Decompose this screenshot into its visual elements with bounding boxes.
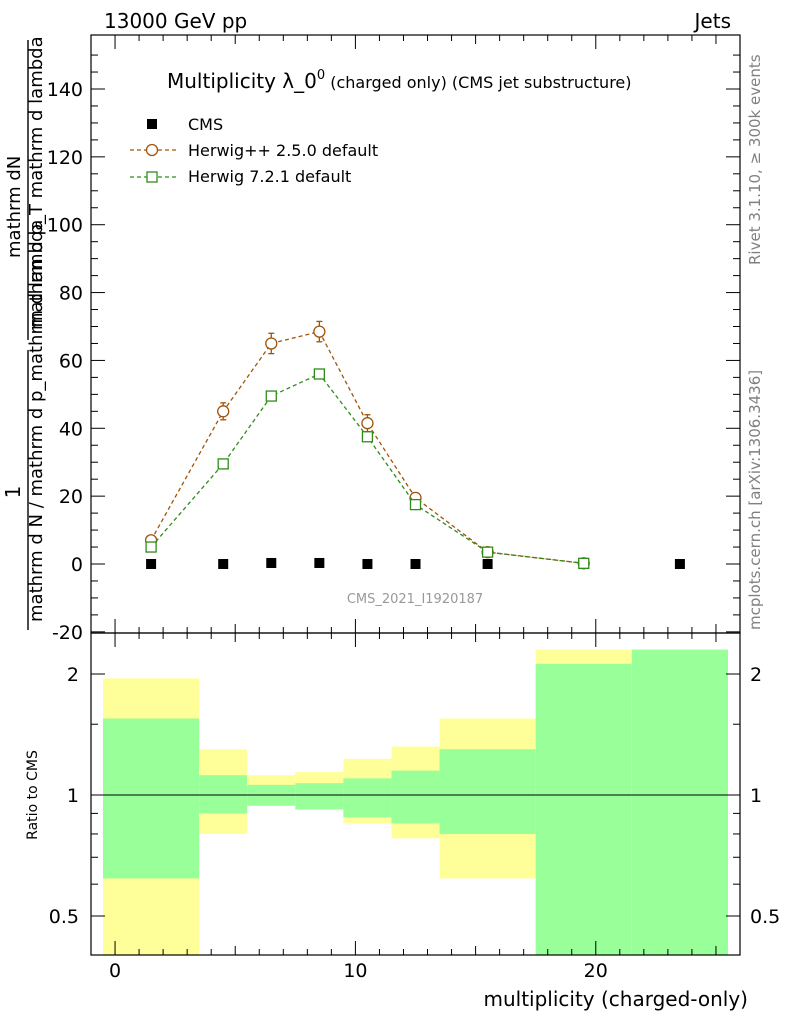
herwig7-data-point bbox=[217, 458, 229, 470]
chart-title-main: Multiplicity λ_0 bbox=[167, 69, 317, 93]
ratio-y-tick-label: 2 bbox=[67, 664, 79, 686]
y-tick-label: 0 bbox=[71, 554, 83, 576]
rivet-label: Rivet 3.1.10, ≥ 300k events bbox=[746, 54, 764, 265]
cms-data-point bbox=[218, 559, 229, 569]
cms-data-point bbox=[482, 559, 493, 569]
herwig7-data-point bbox=[265, 390, 277, 402]
legend: CMS Herwig++ 2.5.0 default Herwig 7.2.1 … bbox=[130, 115, 378, 186]
main-series bbox=[144, 320, 685, 570]
y-tick-label: 120 bbox=[47, 147, 83, 169]
ratio-panel-frame bbox=[90, 632, 741, 956]
ratio-bands bbox=[103, 649, 728, 955]
series-line-1 bbox=[150, 330, 584, 564]
ylabel-denominator: mathrm d N / mathrm d p_mathrm d lambda bbox=[26, 220, 47, 622]
x-axis-label: multiplicity (charged-only) bbox=[483, 987, 748, 1011]
main-y-axis: -20 0 20 40 60 80 100 120 140 bbox=[47, 54, 740, 644]
x-tick-label: 10 bbox=[343, 960, 367, 982]
cms-data-point bbox=[674, 559, 685, 569]
main-x-ticks bbox=[90, 35, 741, 633]
legend-marker-cms bbox=[147, 119, 157, 129]
herwigpp-data-point bbox=[361, 417, 374, 430]
analysis-watermark: CMS_2021_I1920187 bbox=[347, 592, 483, 607]
cms-data-point bbox=[266, 557, 277, 568]
herwig7-data-point bbox=[361, 431, 374, 443]
chart-title-detail: (charged only) (CMS jet substructure) bbox=[325, 73, 631, 92]
legend-label-herwig7: Herwig 7.2.1 default bbox=[188, 167, 351, 186]
green-band-6 bbox=[439, 749, 536, 834]
x-tick-label: 0 bbox=[109, 960, 121, 982]
green-band-4 bbox=[343, 778, 392, 818]
herwig7-data-point bbox=[409, 498, 422, 511]
ratio-x-axis: 0 10 20 bbox=[90, 633, 741, 982]
cms-data-point bbox=[146, 559, 157, 569]
cms-data-point bbox=[314, 557, 325, 568]
green-band-3 bbox=[295, 783, 344, 810]
green-band-7 bbox=[535, 663, 632, 955]
ratio-y-tick-label-right: 2 bbox=[750, 664, 762, 686]
y-tick-label: 20 bbox=[59, 486, 83, 508]
header-right: Jets bbox=[693, 9, 731, 33]
herwigpp-data-point bbox=[313, 325, 326, 338]
x-tick-label: 20 bbox=[584, 960, 608, 982]
chart-title: Multiplicity λ_00 (charged only) (CMS je… bbox=[167, 68, 632, 93]
herwig7-data-point bbox=[145, 541, 157, 553]
y-tick-label: 60 bbox=[59, 350, 83, 372]
header-left: 13000 GeV pp bbox=[104, 9, 247, 33]
ylabel-second: mathrm d p_T mathrm d lambda bbox=[26, 36, 47, 330]
legend-label-herwigpp: Herwig++ 2.5.0 default bbox=[188, 141, 378, 160]
herwig7-data-point bbox=[481, 546, 494, 558]
legend-marker-herwig7 bbox=[146, 171, 158, 183]
green-band-1 bbox=[199, 775, 248, 814]
herwigpp-data-point bbox=[265, 337, 278, 350]
cms-data-point bbox=[410, 559, 421, 569]
green-band-8 bbox=[631, 649, 728, 955]
legend-marker-herwigpp bbox=[145, 143, 159, 157]
ratio-y-tick-label-right: 0.5 bbox=[750, 906, 780, 928]
herwig7-data-point bbox=[313, 368, 326, 380]
ratio-y-tick-label: 1 bbox=[67, 785, 79, 807]
y-tick-label: -20 bbox=[52, 622, 83, 644]
ratio-y-tick-label: 0.5 bbox=[49, 906, 79, 928]
ratio-y-tick-label-right: 1 bbox=[750, 785, 762, 807]
ratio-y-axis: 0.5 0.5 1 1 2 2 bbox=[49, 664, 780, 928]
mcplots-label: mcplots.cern.ch [arXiv:1306.3436] bbox=[746, 370, 764, 630]
ylabel-top: mathrm dN bbox=[4, 156, 25, 258]
y-tick-label: 80 bbox=[59, 283, 83, 305]
green-band-0 bbox=[103, 718, 200, 879]
series-line-2 bbox=[150, 373, 584, 564]
y-tick-label: 100 bbox=[47, 215, 83, 237]
green-band-5 bbox=[391, 770, 440, 824]
cms-data-point bbox=[362, 559, 373, 569]
legend-label-cms: CMS bbox=[188, 115, 223, 134]
main-ylabel: 1 mathrm d N / mathrm d p_mathrm d lambd… bbox=[1, 36, 47, 630]
ratio-ylabel: Ratio to CMS bbox=[25, 750, 41, 840]
ylabel-numerator: 1 bbox=[1, 486, 25, 499]
herwig7-data-point bbox=[578, 557, 590, 569]
herwigpp-data-point bbox=[217, 405, 230, 418]
y-tick-label: 140 bbox=[47, 79, 83, 101]
chart-title-sup: 0 bbox=[317, 68, 325, 83]
y-tick-label: 40 bbox=[59, 418, 83, 440]
